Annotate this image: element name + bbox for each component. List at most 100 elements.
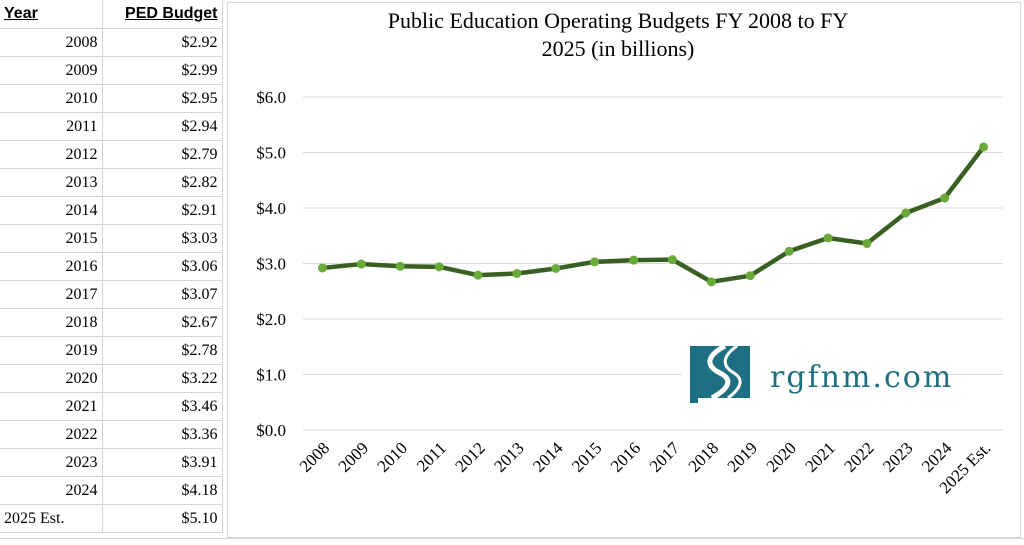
budget-cell[interactable]: $2.99: [102, 56, 223, 85]
year-cell[interactable]: 2012: [0, 140, 103, 169]
data-point[interactable]: [823, 233, 833, 243]
budget-column-header[interactable]: PED Budget: [102, 0, 223, 29]
table-row: 2016 $3.06: [0, 252, 223, 281]
table-header-row: Year PED Budget: [0, 0, 223, 29]
year-cell[interactable]: 2024: [0, 476, 103, 505]
x-tick-label: 2023: [879, 438, 916, 475]
table-row: 2019 $2.78: [0, 336, 223, 365]
data-point[interactable]: [551, 263, 561, 273]
budget-cell[interactable]: $2.78: [102, 336, 223, 365]
chart-container[interactable]: Public Education Operating Budgets FY 20…: [227, 2, 1021, 538]
year-cell[interactable]: 2013: [0, 168, 103, 197]
x-axis-ticks: 2008 2009 2010 2011 2012 2013 2014 2015 2016 2017…: [296, 438, 995, 497]
budget-cell[interactable]: $2.79: [102, 140, 223, 169]
table-row: 2020 $3.22: [0, 364, 223, 393]
logo-emblem-icon: [690, 343, 750, 403]
table-row: 2012 $2.79: [0, 140, 223, 169]
year-cell[interactable]: 2015: [0, 224, 103, 253]
budget-cell[interactable]: $2.82: [102, 168, 223, 197]
budget-cell[interactable]: $5.10: [102, 504, 223, 533]
year-cell[interactable]: 2019: [0, 336, 103, 365]
data-point[interactable]: [629, 255, 639, 265]
data-point[interactable]: [901, 208, 911, 218]
data-point[interactable]: [979, 142, 989, 152]
year-cell[interactable]: 2016: [0, 252, 103, 281]
table-row: 2025 Est. $5.10: [0, 504, 223, 533]
x-tick-label: 2009: [335, 438, 372, 475]
data-point[interactable]: [434, 262, 444, 272]
rgfnm-logo: rgfnm.com: [682, 340, 953, 407]
x-tick-label: 2022: [840, 438, 877, 475]
budget-cell[interactable]: $2.91: [102, 196, 223, 225]
x-tick-label: 2012: [451, 438, 488, 475]
data-point[interactable]: [317, 263, 327, 273]
year-cell[interactable]: 2020: [0, 364, 103, 393]
budget-cell[interactable]: $2.67: [102, 308, 223, 337]
line-chart: $0.0$1.0$2.0$3.0$4.0$5.0$6.0 2008 2009 201…: [256, 88, 1003, 497]
year-cell[interactable]: 2010: [0, 84, 103, 113]
data-point[interactable]: [590, 257, 600, 267]
x-tick-label: 2008: [296, 438, 333, 475]
x-tick-label: 2018: [685, 438, 722, 475]
table-body: 2008 $2.92 2009 $2.99 2010 $2.95 2011 $2.94 2012…: [0, 28, 223, 533]
year-cell[interactable]: 2008: [0, 28, 103, 57]
table-row: 2024 $4.18: [0, 476, 223, 505]
x-tick-label: 2015: [568, 438, 605, 475]
budget-cell[interactable]: $2.95: [102, 84, 223, 113]
year-cell[interactable]: 2023: [0, 448, 103, 477]
x-tick-label: 2020: [762, 438, 799, 475]
year-cell[interactable]: 2009: [0, 56, 103, 85]
data-point[interactable]: [745, 271, 755, 281]
sheet-bottom-border: [0, 538, 1024, 545]
table-row: 2022 $3.36: [0, 420, 223, 449]
year-column-header[interactable]: Year: [0, 0, 103, 29]
x-tick-label: 2014: [529, 438, 567, 476]
y-tick-label: $0.0: [256, 421, 286, 440]
series-line: [322, 145, 986, 285]
x-tick-label: 2013: [490, 438, 527, 475]
y-axis-ticks: $0.0 $1.0 $2.0 $3.0 $4.0 $5.0 $6.0: [256, 88, 286, 440]
table-row: 2021 $3.46: [0, 392, 223, 421]
logo-text: rgfnm.com: [770, 360, 953, 395]
y-tick-label: $2.0: [256, 310, 286, 329]
budget-cell[interactable]: $4.18: [102, 476, 223, 505]
data-point[interactable]: [862, 239, 872, 249]
y-tick-label: $6.0: [256, 88, 286, 107]
budget-cell[interactable]: $3.22: [102, 364, 223, 393]
data-point[interactable]: [784, 246, 794, 256]
year-cell[interactable]: 2021: [0, 392, 103, 421]
y-tick-label: $4.0: [256, 199, 286, 218]
budget-cell[interactable]: $3.06: [102, 252, 223, 281]
budget-cell[interactable]: $3.07: [102, 280, 223, 309]
data-point[interactable]: [473, 270, 483, 280]
chart-title-line-1: Public Education Operating Budgets FY 20…: [387, 8, 849, 33]
data-point[interactable]: [706, 277, 716, 287]
x-tick-label: 2017: [646, 438, 684, 476]
table-row: 2023 $3.91: [0, 448, 223, 477]
budget-cell[interactable]: $3.03: [102, 224, 223, 253]
year-cell[interactable]: 2025 Est.: [0, 504, 103, 533]
table-row: 2015 $3.03: [0, 224, 223, 253]
x-tick-label: 2019: [724, 438, 761, 475]
budget-cell[interactable]: $2.94: [102, 112, 223, 141]
budget-data-table: Year PED Budget 2008 $2.92 2009 $2.99 2010 $2…: [0, 0, 223, 533]
budget-cell[interactable]: $3.46: [102, 392, 223, 421]
data-point[interactable]: [395, 261, 405, 271]
chart-title-line-2: 2025 (in billions): [541, 36, 695, 61]
year-cell[interactable]: 2017: [0, 280, 103, 309]
year-cell[interactable]: 2014: [0, 196, 103, 225]
table-row: 2013 $2.82: [0, 168, 223, 197]
year-cell[interactable]: 2018: [0, 308, 103, 337]
year-cell[interactable]: 2022: [0, 420, 103, 449]
table-row: 2018 $2.67: [0, 308, 223, 337]
table-row: 2008 $2.92: [0, 28, 223, 57]
data-point[interactable]: [512, 268, 522, 278]
data-point[interactable]: [667, 255, 677, 265]
budget-cell[interactable]: $3.36: [102, 420, 223, 449]
data-point[interactable]: [940, 193, 950, 203]
year-cell[interactable]: 2011: [0, 112, 103, 141]
data-point[interactable]: [356, 259, 366, 269]
budget-cell[interactable]: $3.91: [102, 448, 223, 477]
x-tick-label: 2010: [374, 438, 411, 475]
budget-cell[interactable]: $2.92: [102, 28, 223, 57]
